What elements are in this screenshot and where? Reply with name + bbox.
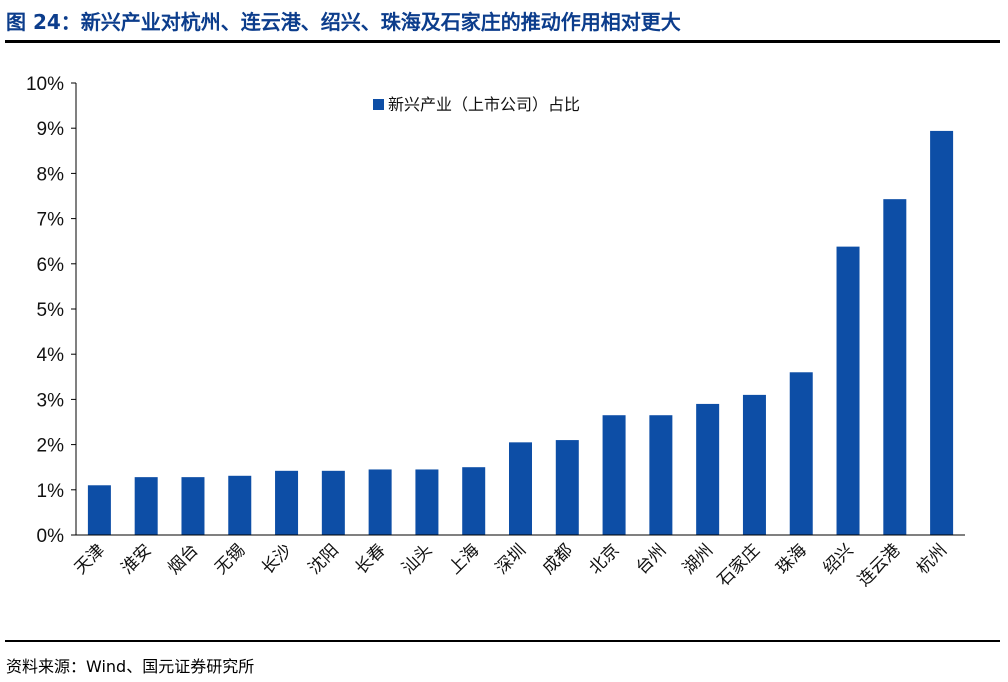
x-tick-label: 北京 [585,540,623,578]
x-tick-label: 天津 [71,540,109,578]
x-tick-label: 绍兴 [819,540,857,578]
y-tick-label: 3% [37,390,65,411]
bar-沈阳 [321,470,345,535]
legend: 新兴产业（上市公司）占比 [373,95,580,114]
x-tick-label: 连云港 [854,540,904,590]
bar-天津 [87,485,111,535]
y-tick-label: 0% [37,526,65,547]
bar-北京 [602,415,626,535]
bars [87,130,954,536]
bar-烟台 [181,477,205,535]
bar-绍兴 [836,246,860,535]
bar-成都 [555,440,579,535]
x-tick-label: 成都 [539,540,577,578]
bar-长沙 [275,470,299,535]
bar-上海 [462,467,486,535]
bar-连云港 [883,199,907,535]
y-tick-label: 9% [37,119,65,140]
y-tick-label: 6% [37,255,65,276]
x-tick-label: 汕头 [398,540,436,578]
y-axis: 0% 1% 2% 3% 4% 5% 6% 7% 8% 9% 10% [26,74,76,547]
x-tick-label: 长春 [351,540,389,578]
x-tick-label: 长沙 [258,540,296,578]
bar-珠海 [789,372,813,535]
bar-长春 [368,469,392,535]
x-tick-label: 沈阳 [305,540,343,578]
y-tick-label: 4% [37,345,65,366]
source-note: 资料来源：Wind、国元证券研究所 [6,657,255,676]
x-tick-label: 湖州 [679,540,717,578]
footer-divider [5,640,1000,642]
x-tick-label: 深圳 [492,540,530,578]
bar-石家庄 [742,394,766,535]
x-tick-label: 上海 [445,540,483,578]
bar-chart: 0% 1% 2% 3% 4% 5% 6% 7% 8% 9% 10% 天津 淮安 烟台 无锡 长沙 沈阳 长春 汕头… [26,74,965,591]
title-divider [5,40,1000,43]
x-tick-label: 烟台 [164,540,202,578]
bar-台州 [649,415,673,535]
x-tick-label: 石家庄 [714,540,764,590]
legend-label: 新兴产业（上市公司）占比 [388,95,580,114]
x-tick-label: 淮安 [118,540,156,578]
y-tick-label: 5% [37,300,65,321]
bar-无锡 [228,475,252,535]
y-tick-label: 8% [37,164,65,185]
bar-杭州 [930,130,954,536]
bar-湖州 [696,403,720,535]
legend-swatch [373,99,384,110]
bar-深圳 [509,442,532,535]
x-tick-label: 杭州 [913,540,951,578]
y-tick-label: 2% [37,436,65,457]
y-tick-label: 10% [26,74,64,95]
y-tick-label: 7% [37,210,65,231]
bar-淮安 [134,477,158,535]
x-tick-label: 珠海 [773,540,811,578]
bar-汕头 [415,469,439,535]
y-tick-label: 1% [37,481,65,502]
x-tick-label: 无锡 [211,540,249,578]
x-tick-label: 台州 [632,540,670,578]
figure-title: 图 24：新兴产业对杭州、连云港、绍兴、珠海及石家庄的推动作用相对更大 [6,10,681,34]
